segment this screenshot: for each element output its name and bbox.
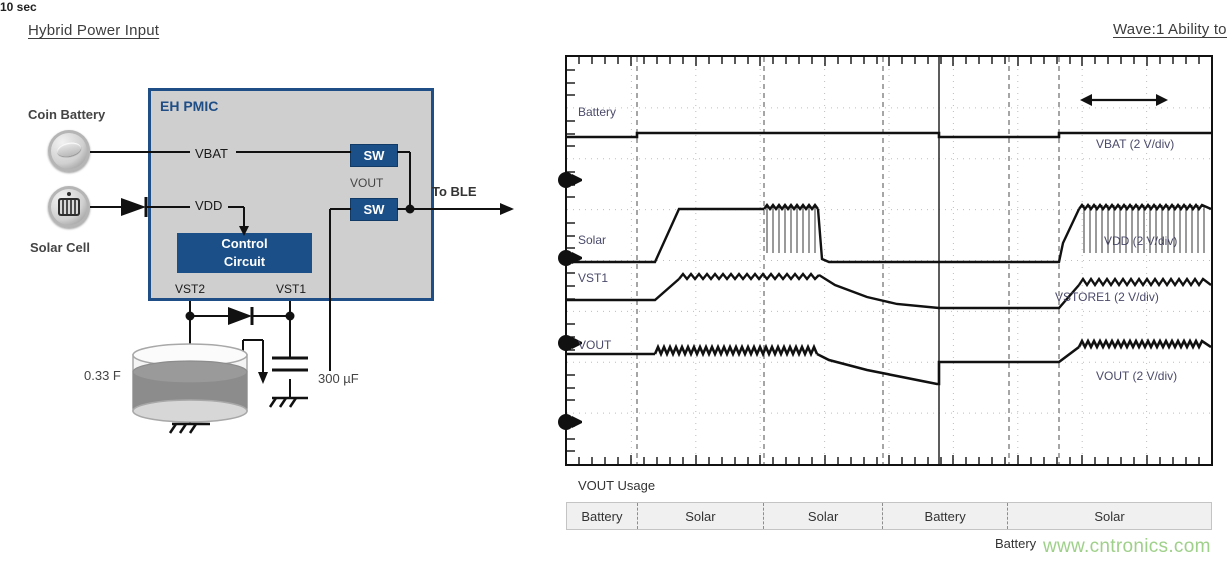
solar-cell-grid: [58, 198, 80, 216]
trace-label-vst1: VST1: [578, 271, 609, 285]
solar-cell-dot: [67, 192, 71, 196]
scope-ticks: [578, 57, 1200, 464]
trace-label-solar: Solar: [578, 233, 607, 247]
diode-storage: [228, 307, 254, 325]
arrow-to-ble: [500, 203, 514, 215]
usage-segment: Solar: [1094, 508, 1125, 524]
control-circuit-line1: Control: [221, 236, 268, 251]
solar-cell-label: Solar Cell: [30, 240, 90, 255]
solar-cell-icon: [48, 186, 90, 228]
channel-label-vout: VOUT (2 V/div): [1096, 369, 1178, 383]
grid-dots: [567, 57, 1211, 464]
hybrid-power-input-panel: Hybrid Power Input Coin Battery Solar Ce…: [0, 0, 548, 566]
junction-vst1: [285, 311, 295, 321]
trace-vbat: [567, 131, 1211, 139]
pin-label-vbat: VBAT: [195, 146, 228, 161]
vout-usage-bar: Battery Solar Solar Battery Solar: [566, 502, 1212, 530]
trace-vout: [567, 338, 1211, 386]
output-cap-value-label: 300 µF: [318, 371, 359, 386]
pin-label-vst2: VST2: [175, 282, 206, 296]
waveform-panel: Wave:1 Ability to Change the Power Sourc…: [548, 0, 1227, 566]
supercapacitor-symbol: [132, 343, 248, 423]
usage-footer-label: Battery: [995, 536, 1037, 551]
switch-block-vstore: SW: [351, 199, 397, 220]
control-circuit-block: Control Circuit: [177, 233, 312, 273]
usage-segment: Battery: [567, 503, 638, 529]
oscilloscope-display: [565, 55, 1213, 466]
vout-usage-title: VOUT Usage: [578, 478, 656, 493]
timebase-label: 10 sec: [0, 0, 37, 14]
channel-label-vdd: VDD (2 V/div): [1104, 234, 1178, 248]
trace-vdd-ripple: [766, 205, 1205, 253]
page-title-right: Wave:1 Ability to Change the Power Sourc…: [1113, 21, 1227, 38]
output-capacitor-symbol: [272, 356, 308, 372]
ground-reference-markers: [558, 172, 582, 430]
pin-label-vout: VOUT: [350, 176, 384, 190]
diode-solar: [121, 197, 148, 217]
page-title-left: Hybrid Power Input: [28, 22, 160, 39]
trace-label-vout: VOUT: [578, 338, 612, 352]
trace-label-battery: Battery: [578, 105, 617, 119]
coin-battery-inner: [55, 140, 83, 159]
usage-segment: Battery: [883, 503, 1009, 529]
trace-vstore1: [567, 272, 1211, 310]
channel-label-vstore1: VSTORE1 (2 V/div): [1055, 290, 1159, 304]
timebase-arrow: [1080, 94, 1168, 106]
eh-pmic-label: EH PMIC: [160, 98, 219, 114]
arrow-load-current: [258, 372, 268, 384]
control-circuit-line2: Circuit: [223, 254, 266, 269]
usage-segment: Solar: [638, 503, 765, 529]
switch-block-vbat: SW: [351, 145, 397, 166]
channel-label-vbat: VBAT (2 V/div): [1096, 137, 1175, 151]
cursor-lines: [636, 57, 1060, 464]
pin-label-vdd: VDD: [195, 198, 223, 213]
coin-battery-label: Coin Battery: [28, 107, 106, 122]
usage-segment: Solar: [764, 503, 884, 529]
watermark-text: www.cntronics.com: [1043, 536, 1211, 557]
ground-symbol-outputcap: [268, 396, 308, 408]
junction-vst2: [185, 311, 195, 321]
pin-label-vst1: VST1: [276, 282, 307, 296]
scope-grid-and-traces: [567, 57, 1211, 464]
to-ble-label: To BLE: [432, 184, 477, 199]
ground-symbol-supercap: [168, 422, 210, 434]
supercap-value-label: 0.33 F: [84, 368, 121, 383]
coin-battery-icon: [48, 130, 90, 172]
